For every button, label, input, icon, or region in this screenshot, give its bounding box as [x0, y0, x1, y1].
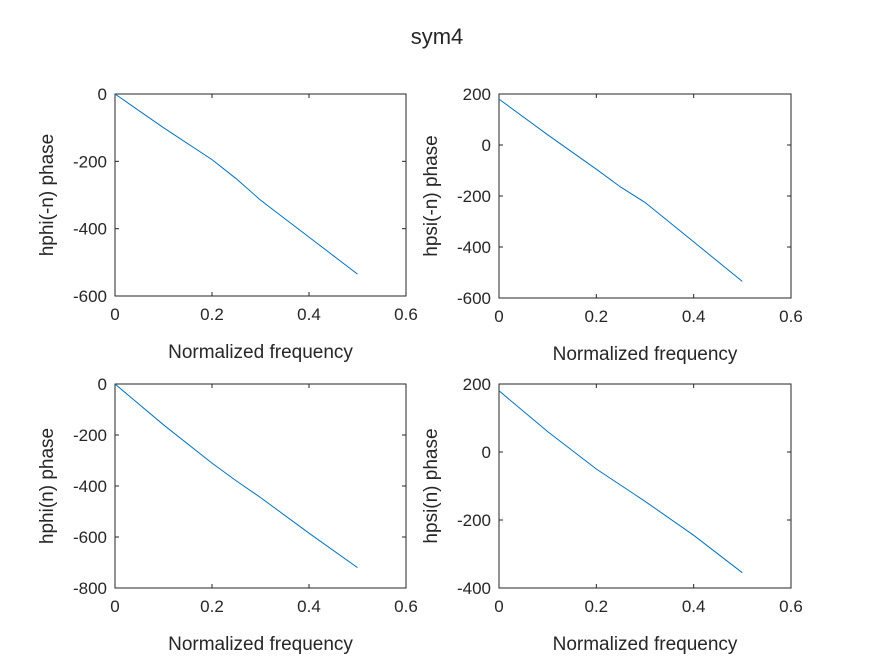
y-tick-label: -400 — [73, 220, 107, 239]
x-tick-label: 0.6 — [779, 307, 803, 326]
y-tick-label: -800 — [73, 579, 107, 598]
y-tick-label: 0 — [98, 85, 107, 104]
x-tick-label: 0 — [494, 597, 503, 616]
x-tick-label: 0.6 — [394, 305, 418, 324]
x-axis-label: Normalized frequency — [553, 344, 738, 365]
series-line-1 — [498, 390, 743, 574]
y-tick-label: -200 — [457, 187, 491, 206]
y-tick-label: -200 — [457, 511, 491, 530]
figure-title: sym4 — [411, 24, 464, 49]
subplot-2: 0 0.2 0.4 0.6 200 0 -200 -400 -600 Normalized fre… — [421, 85, 803, 365]
y-tick-label: 200 — [463, 375, 491, 394]
x-tick-label: 0.4 — [682, 307, 706, 326]
series-line-1 — [498, 98, 743, 282]
x-tick-label: 0 — [110, 597, 119, 616]
y-axis-label: hphi(n) phase — [37, 428, 58, 544]
y-tick-label: 0 — [482, 443, 491, 462]
subplot-4: 0 0.2 0.4 0.6 200 0 -200 -400 Normalized frequen… — [421, 375, 803, 655]
x-tick-label: 0.2 — [585, 307, 609, 326]
x-tick-label: 0.6 — [779, 597, 803, 616]
x-axis-label: Normalized frequency — [168, 634, 353, 655]
y-tick-label: -400 — [457, 238, 491, 257]
series-line-1 — [114, 93, 358, 275]
x-tick-label: 0.2 — [200, 305, 224, 324]
y-tick-label: -200 — [73, 152, 107, 171]
y-tick-label: -600 — [73, 287, 107, 306]
subplot-1: 0 0.2 0.4 0.6 0 -200 -400 -600 Normalized freque… — [37, 85, 418, 363]
x-axis-label: Normalized frequency — [553, 634, 738, 655]
y-tick-label: 0 — [482, 136, 491, 155]
x-tick-label: 0.4 — [297, 597, 321, 616]
x-tick-label: 0.4 — [297, 305, 321, 324]
x-tick-label: 0 — [494, 307, 503, 326]
y-axis-label: hphi(-n) phase — [37, 134, 58, 257]
series-line-1 — [114, 383, 358, 569]
subplot-3: 0 0.2 0.4 0.6 0 -200 -400 -600 -800 Normalized fr… — [37, 375, 418, 655]
x-tick-label: 0.2 — [200, 597, 224, 616]
x-axis-label: Normalized frequency — [168, 342, 353, 363]
subplot-grid: 0 0.2 0.4 0.6 0 -200 -400 -600 Normalized freque… — [37, 85, 803, 655]
y-axis-label: hpsi(n) phase — [421, 428, 442, 543]
y-tick-label: -200 — [73, 426, 107, 445]
x-tick-label: 0.4 — [682, 597, 706, 616]
y-tick-label: -600 — [457, 289, 491, 308]
y-tick-label: -400 — [457, 579, 491, 598]
x-tick-label: 0.6 — [394, 597, 418, 616]
plot-frame — [114, 383, 407, 589]
plot-frame — [114, 93, 407, 297]
y-tick-label: 0 — [98, 375, 107, 394]
plot-frame — [498, 93, 792, 299]
plot-frame — [498, 383, 792, 589]
x-tick-label: 0 — [110, 305, 119, 324]
y-tick-label: -400 — [73, 477, 107, 496]
y-tick-label: 200 — [463, 85, 491, 104]
y-axis-label: hpsi(-n) phase — [421, 135, 442, 256]
y-tick-label: -600 — [73, 528, 107, 547]
x-tick-label: 0.2 — [585, 597, 609, 616]
